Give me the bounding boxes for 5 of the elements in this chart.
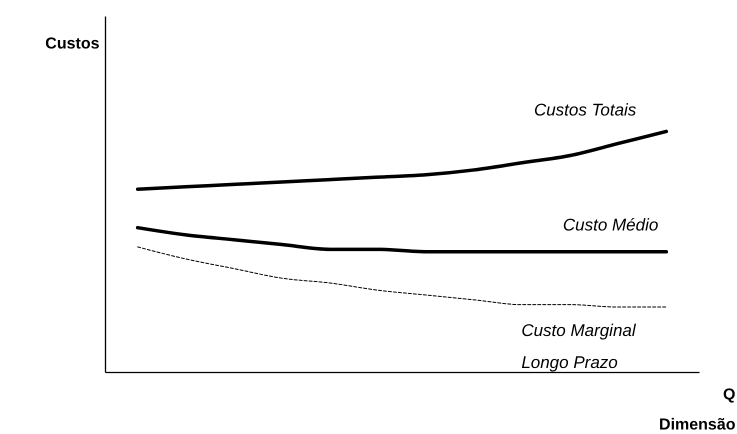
- series-label: Custo Médio: [562, 216, 658, 235]
- x-axis-title: Q Dimensão: [659, 386, 736, 434]
- series-label: Custos Totais: [534, 100, 637, 120]
- series-label: Custo Marginal Longo Prazo: [521, 321, 637, 372]
- y-axis-title: Custos: [45, 36, 100, 52]
